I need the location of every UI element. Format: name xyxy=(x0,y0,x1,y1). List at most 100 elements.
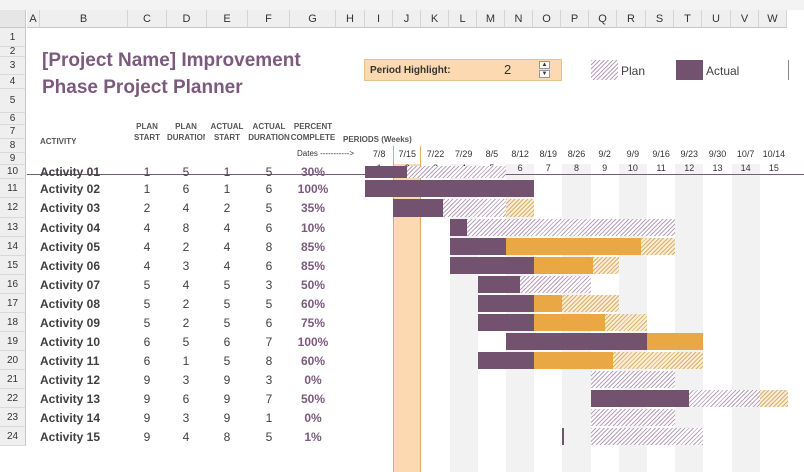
actual-start-cell[interactable]: 9 xyxy=(223,391,231,406)
actual-duration-cell[interactable]: 5 xyxy=(265,165,273,179)
row-header-5[interactable]: 5 xyxy=(0,89,26,113)
actual-duration-cell[interactable]: 6 xyxy=(265,220,273,235)
plan-start-cell[interactable]: 2 xyxy=(143,201,151,215)
percent-complete-cell[interactable]: 0% xyxy=(304,410,322,425)
row-header-9[interactable]: 9 xyxy=(0,153,26,165)
column-header-m[interactable]: M xyxy=(477,10,505,28)
activity-name[interactable]: Activity 11 xyxy=(40,353,100,368)
percent-complete-cell[interactable]: 85% xyxy=(300,239,326,254)
actual-start-cell[interactable]: 8 xyxy=(223,429,231,444)
column-header-a[interactable]: A xyxy=(27,10,40,28)
row-header-18[interactable]: 18 xyxy=(0,313,26,332)
row-header-22[interactable]: 22 xyxy=(0,389,26,408)
column-header-o[interactable]: O xyxy=(533,10,561,28)
activity-name[interactable]: Activity 13 xyxy=(40,391,101,406)
activity-name[interactable]: Activity 02 xyxy=(40,181,101,196)
actual-start-cell[interactable]: 2 xyxy=(223,201,231,215)
row-header-6[interactable]: 6 xyxy=(0,113,26,125)
row-header-21[interactable]: 21 xyxy=(0,370,26,389)
plan-start-cell[interactable]: 6 xyxy=(143,353,151,368)
row-header-14[interactable]: 14 xyxy=(0,237,26,256)
actual-start-cell[interactable]: 5 xyxy=(223,296,231,311)
actual-duration-cell[interactable]: 6 xyxy=(265,315,273,330)
column-header-r[interactable]: R xyxy=(617,10,646,28)
plan-start-cell[interactable]: 9 xyxy=(143,410,151,425)
row-header-7[interactable]: 7 xyxy=(0,125,26,139)
column-header-u[interactable]: U xyxy=(702,10,731,28)
actual-start-cell[interactable]: 9 xyxy=(223,372,231,387)
row-header-24[interactable]: 24 xyxy=(0,427,26,446)
actual-start-cell[interactable]: 1 xyxy=(223,181,231,196)
row-header-2[interactable]: 2 xyxy=(0,47,26,57)
actual-start-cell[interactable]: 4 xyxy=(223,220,231,235)
actual-start-cell[interactable]: 4 xyxy=(223,258,231,273)
activity-name[interactable]: Activity 10 xyxy=(40,334,101,349)
column-header-t[interactable]: T xyxy=(674,10,702,28)
spin-up-icon[interactable]: ▲ xyxy=(539,61,550,69)
percent-complete-cell[interactable]: 75% xyxy=(300,315,326,330)
row-header-11[interactable]: 11 xyxy=(0,179,26,198)
activity-name[interactable]: Activity 14 xyxy=(40,410,101,425)
column-header-i[interactable]: I xyxy=(365,10,393,28)
column-header-v[interactable]: V xyxy=(731,10,759,28)
column-header-k[interactable]: K xyxy=(421,10,449,28)
actual-duration-cell[interactable]: 8 xyxy=(265,353,273,368)
activity-name[interactable]: Activity 09 xyxy=(40,315,101,330)
row-header-19[interactable]: 19 xyxy=(0,332,26,351)
actual-duration-cell[interactable]: 7 xyxy=(265,391,273,406)
plan-duration-cell[interactable]: 5 xyxy=(182,334,190,349)
percent-complete-cell[interactable]: 50% xyxy=(300,391,326,406)
actual-duration-cell[interactable]: 3 xyxy=(265,372,273,387)
actual-start-cell[interactable]: 1 xyxy=(223,165,231,179)
plan-duration-cell[interactable]: 5 xyxy=(182,165,190,179)
plan-start-cell[interactable]: 4 xyxy=(143,220,151,235)
activity-name[interactable]: Activity 03 xyxy=(40,201,101,215)
actual-start-cell[interactable]: 5 xyxy=(223,353,231,368)
activity-name[interactable]: Activity 12 xyxy=(40,372,101,387)
percent-complete-cell[interactable]: 85% xyxy=(300,258,326,273)
percent-complete-cell[interactable]: 10% xyxy=(300,220,326,235)
actual-duration-cell[interactable]: 3 xyxy=(265,277,273,292)
row-header-8[interactable]: 8 xyxy=(0,139,26,153)
plan-start-cell[interactable]: 5 xyxy=(143,296,151,311)
column-header-d[interactable]: D xyxy=(167,10,207,28)
plan-duration-cell[interactable]: 6 xyxy=(182,391,190,406)
activity-name[interactable]: Activity 08 xyxy=(40,296,101,311)
plan-start-cell[interactable]: 5 xyxy=(143,315,151,330)
plan-duration-cell[interactable]: 2 xyxy=(182,239,190,254)
plan-duration-cell[interactable]: 3 xyxy=(182,372,190,387)
plan-start-cell[interactable]: 9 xyxy=(143,372,151,387)
column-header-j[interactable]: J xyxy=(393,10,421,28)
plan-start-cell[interactable]: 9 xyxy=(143,429,151,444)
activity-name[interactable]: Activity 07 xyxy=(40,277,101,292)
row-header-13[interactable]: 13 xyxy=(0,218,26,237)
plan-duration-cell[interactable]: 1 xyxy=(182,353,190,368)
column-header-g[interactable]: G xyxy=(290,10,336,28)
row-header-15[interactable]: 15 xyxy=(0,256,26,275)
plan-duration-cell[interactable]: 4 xyxy=(182,201,190,215)
plan-start-cell[interactable]: 6 xyxy=(143,334,151,349)
actual-duration-cell[interactable]: 5 xyxy=(265,201,273,215)
percent-complete-cell[interactable]: 0% xyxy=(304,372,322,387)
column-header-h[interactable]: H xyxy=(336,10,365,28)
plan-duration-cell[interactable]: 2 xyxy=(182,315,190,330)
column-header-q[interactable]: Q xyxy=(589,10,617,28)
actual-duration-cell[interactable]: 6 xyxy=(265,258,273,273)
column-header-e[interactable]: E xyxy=(207,10,248,28)
percent-complete-cell[interactable]: 35% xyxy=(300,201,326,215)
row-header-17[interactable]: 17 xyxy=(0,294,26,313)
percent-complete-cell[interactable]: 100% xyxy=(297,334,329,349)
column-header-n[interactable]: N xyxy=(505,10,533,28)
plan-duration-cell[interactable]: 3 xyxy=(182,258,190,273)
activity-name[interactable]: Activity 06 xyxy=(40,258,101,273)
select-all-corner[interactable] xyxy=(0,10,26,28)
row-header-4[interactable]: 4 xyxy=(0,75,26,89)
percent-complete-cell[interactable]: 1% xyxy=(304,429,322,444)
activity-name[interactable]: Activity 01 xyxy=(40,165,101,179)
actual-duration-cell[interactable]: 6 xyxy=(265,181,273,196)
actual-start-cell[interactable]: 5 xyxy=(223,277,231,292)
spin-down-icon[interactable]: ▼ xyxy=(539,70,550,78)
plan-duration-cell[interactable]: 4 xyxy=(182,277,190,292)
column-header-w[interactable]: W xyxy=(759,10,787,28)
plan-duration-cell[interactable]: 6 xyxy=(182,181,190,196)
